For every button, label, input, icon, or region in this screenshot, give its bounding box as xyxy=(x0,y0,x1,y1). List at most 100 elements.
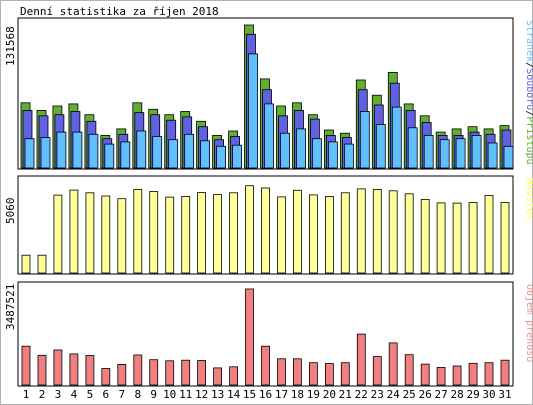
bar-n-v-t-v-day-8 xyxy=(133,188,143,274)
x-tick-label-day-7: 7 xyxy=(118,388,125,401)
bar-objem-p-enosu-day-21 xyxy=(340,362,350,386)
bar-n-v-t-v-day-31 xyxy=(500,202,510,274)
bar-objem-p-enosu-day-8 xyxy=(133,354,143,386)
bar-str-nek-day-6 xyxy=(104,143,115,169)
bar-objem-p-enosu-day-5 xyxy=(85,355,95,386)
x-tick-label-day-2: 2 xyxy=(39,388,46,401)
bar-n-v-t-v-day-6 xyxy=(101,195,111,274)
bar-str-nek-day-26 xyxy=(423,134,434,169)
x-tick-label-day-12: 12 xyxy=(195,388,208,401)
legend-separator: / xyxy=(524,62,533,68)
panel-2: 5060 Návštěv xyxy=(4,175,533,275)
bar-n-v-t-v-day-29 xyxy=(468,202,478,274)
x-tick-label-day-16: 16 xyxy=(259,388,272,401)
x-tick-label-day-11: 11 xyxy=(179,388,192,401)
x-tick-label-day-23: 23 xyxy=(371,388,384,401)
bar-n-v-t-v-day-20 xyxy=(324,196,334,274)
x-tick-label-day-8: 8 xyxy=(134,388,141,401)
legend-separator: / xyxy=(524,110,533,116)
bar-str-nek-day-10 xyxy=(168,139,179,169)
bar-objem-p-enosu-day-2 xyxy=(37,354,47,386)
x-tick-label-day-24: 24 xyxy=(387,388,401,401)
bar-str-nek-day-18 xyxy=(296,128,306,169)
bar-str-nek-day-17 xyxy=(280,132,290,169)
bar-n-v-t-v-day-21 xyxy=(340,192,350,274)
bar-n-v-t-v-day-4 xyxy=(69,189,79,274)
x-tick-label-day-25: 25 xyxy=(403,388,416,401)
bar-n-v-t-v-day-10 xyxy=(165,196,175,274)
bar-objem-p-enosu-day-10 xyxy=(165,360,175,386)
bar-n-v-t-v-day-3 xyxy=(53,194,63,274)
bar-objem-p-enosu-day-6 xyxy=(101,368,111,386)
bar-n-v-t-v-day-25 xyxy=(404,193,414,274)
bar-objem-p-enosu-day-23 xyxy=(372,356,382,386)
bar-n-v-t-v-day-13 xyxy=(213,194,223,274)
bar-str-nek-day-8 xyxy=(136,130,147,169)
bar-objem-p-enosu-day-12 xyxy=(197,360,207,386)
bar-objem-p-enosu-day-15 xyxy=(245,288,254,386)
bar-objem-p-enosu-day-17 xyxy=(277,358,286,386)
bar-str-nek-day-5 xyxy=(88,133,99,169)
bar-str-nek-day-13 xyxy=(216,145,227,169)
bar-objem-p-enosu-day-18 xyxy=(292,358,302,386)
bar-str-nek-day-22 xyxy=(359,111,370,169)
bar-objem-p-enosu-day-3 xyxy=(53,349,63,386)
bar-str-nek-day-2 xyxy=(40,137,51,169)
bar-n-v-t-v-day-19 xyxy=(308,194,318,274)
bar-str-nek-day-16 xyxy=(264,103,274,169)
bar-str-nek-day-19 xyxy=(311,138,322,169)
bar-objem-p-enosu-day-28 xyxy=(452,365,462,386)
bar-str-nek-day-9 xyxy=(152,136,163,169)
bar-str-nek-day-21 xyxy=(343,143,354,169)
x-tick-label-day-10: 10 xyxy=(163,388,176,401)
bar-n-v-t-v-day-5 xyxy=(85,192,95,274)
bar-objem-p-enosu-day-27 xyxy=(436,366,446,386)
bar-str-nek-day-11 xyxy=(184,133,195,169)
x-tick-label-day-17: 17 xyxy=(275,388,288,401)
panel-max-label: 5060 xyxy=(4,198,17,225)
legend-entry: Stránek xyxy=(524,20,533,62)
bar-objem-p-enosu-day-25 xyxy=(404,354,414,386)
bar-objem-p-enosu-day-7 xyxy=(117,363,127,386)
bar-n-v-t-v-day-28 xyxy=(452,202,462,274)
legend-entry: Přístupů xyxy=(524,116,533,164)
legend-entry: Souborů xyxy=(524,68,533,110)
bar-str-nek-day-31 xyxy=(503,145,514,169)
bar-str-nek-day-23 xyxy=(375,124,386,169)
x-tick-label-day-1: 1 xyxy=(23,388,30,401)
bar-objem-p-enosu-day-16 xyxy=(261,345,270,386)
panel-legend: Stránek/Souborů/Přístupů xyxy=(524,20,533,165)
bar-n-v-t-v-day-17 xyxy=(277,196,286,274)
bar-n-v-t-v-day-16 xyxy=(261,187,270,274)
bar-objem-p-enosu-day-1 xyxy=(21,345,31,386)
x-tick-label-day-30: 30 xyxy=(482,388,495,401)
bar-str-nek-day-20 xyxy=(327,141,338,169)
x-tick-label-day-22: 22 xyxy=(355,388,368,401)
x-axis-tick-labels: 1 2 3 4 5 6 7 8 9 10 11 12 13 14 15 16 17 18 19 20 21 22 23 24 2… xyxy=(23,388,512,401)
x-tick-label-day-15: 15 xyxy=(243,388,256,401)
panel-max-label: 131568 xyxy=(4,26,17,66)
bar-str-nek-day-30 xyxy=(487,142,498,169)
bar-str-nek-day-28 xyxy=(455,138,466,169)
bar-objem-p-enosu-day-13 xyxy=(213,367,223,386)
x-tick-label-day-31: 31 xyxy=(498,388,511,401)
bar-str-nek-day-12 xyxy=(200,140,211,169)
panel-legend: Objem přenosu xyxy=(524,284,533,362)
bar-n-v-t-v-day-26 xyxy=(420,198,430,274)
x-tick-label-day-6: 6 xyxy=(102,388,109,401)
bar-str-nek-day-7 xyxy=(120,141,131,169)
x-tick-label-day-18: 18 xyxy=(291,388,304,401)
chart-panels: 131568Stránek/Souborů/Přístupů5060Návště… xyxy=(4,17,533,387)
bar-objem-p-enosu-day-14 xyxy=(229,366,239,386)
bar-n-v-t-v-day-30 xyxy=(484,195,494,274)
bar-n-v-t-v-day-22 xyxy=(356,188,366,274)
bar-n-v-t-v-day-27 xyxy=(436,202,446,274)
legend-entry: Návštěv xyxy=(524,178,533,220)
x-tick-label-day-9: 9 xyxy=(150,388,157,401)
panel-3: 3487521 Objem přenosu xyxy=(4,281,533,387)
bar-n-v-t-v-day-24 xyxy=(388,190,398,274)
bar-n-v-t-v-day-2 xyxy=(37,254,47,274)
bar-n-v-t-v-day-18 xyxy=(292,189,302,274)
bar-objem-p-enosu-day-26 xyxy=(420,363,430,386)
